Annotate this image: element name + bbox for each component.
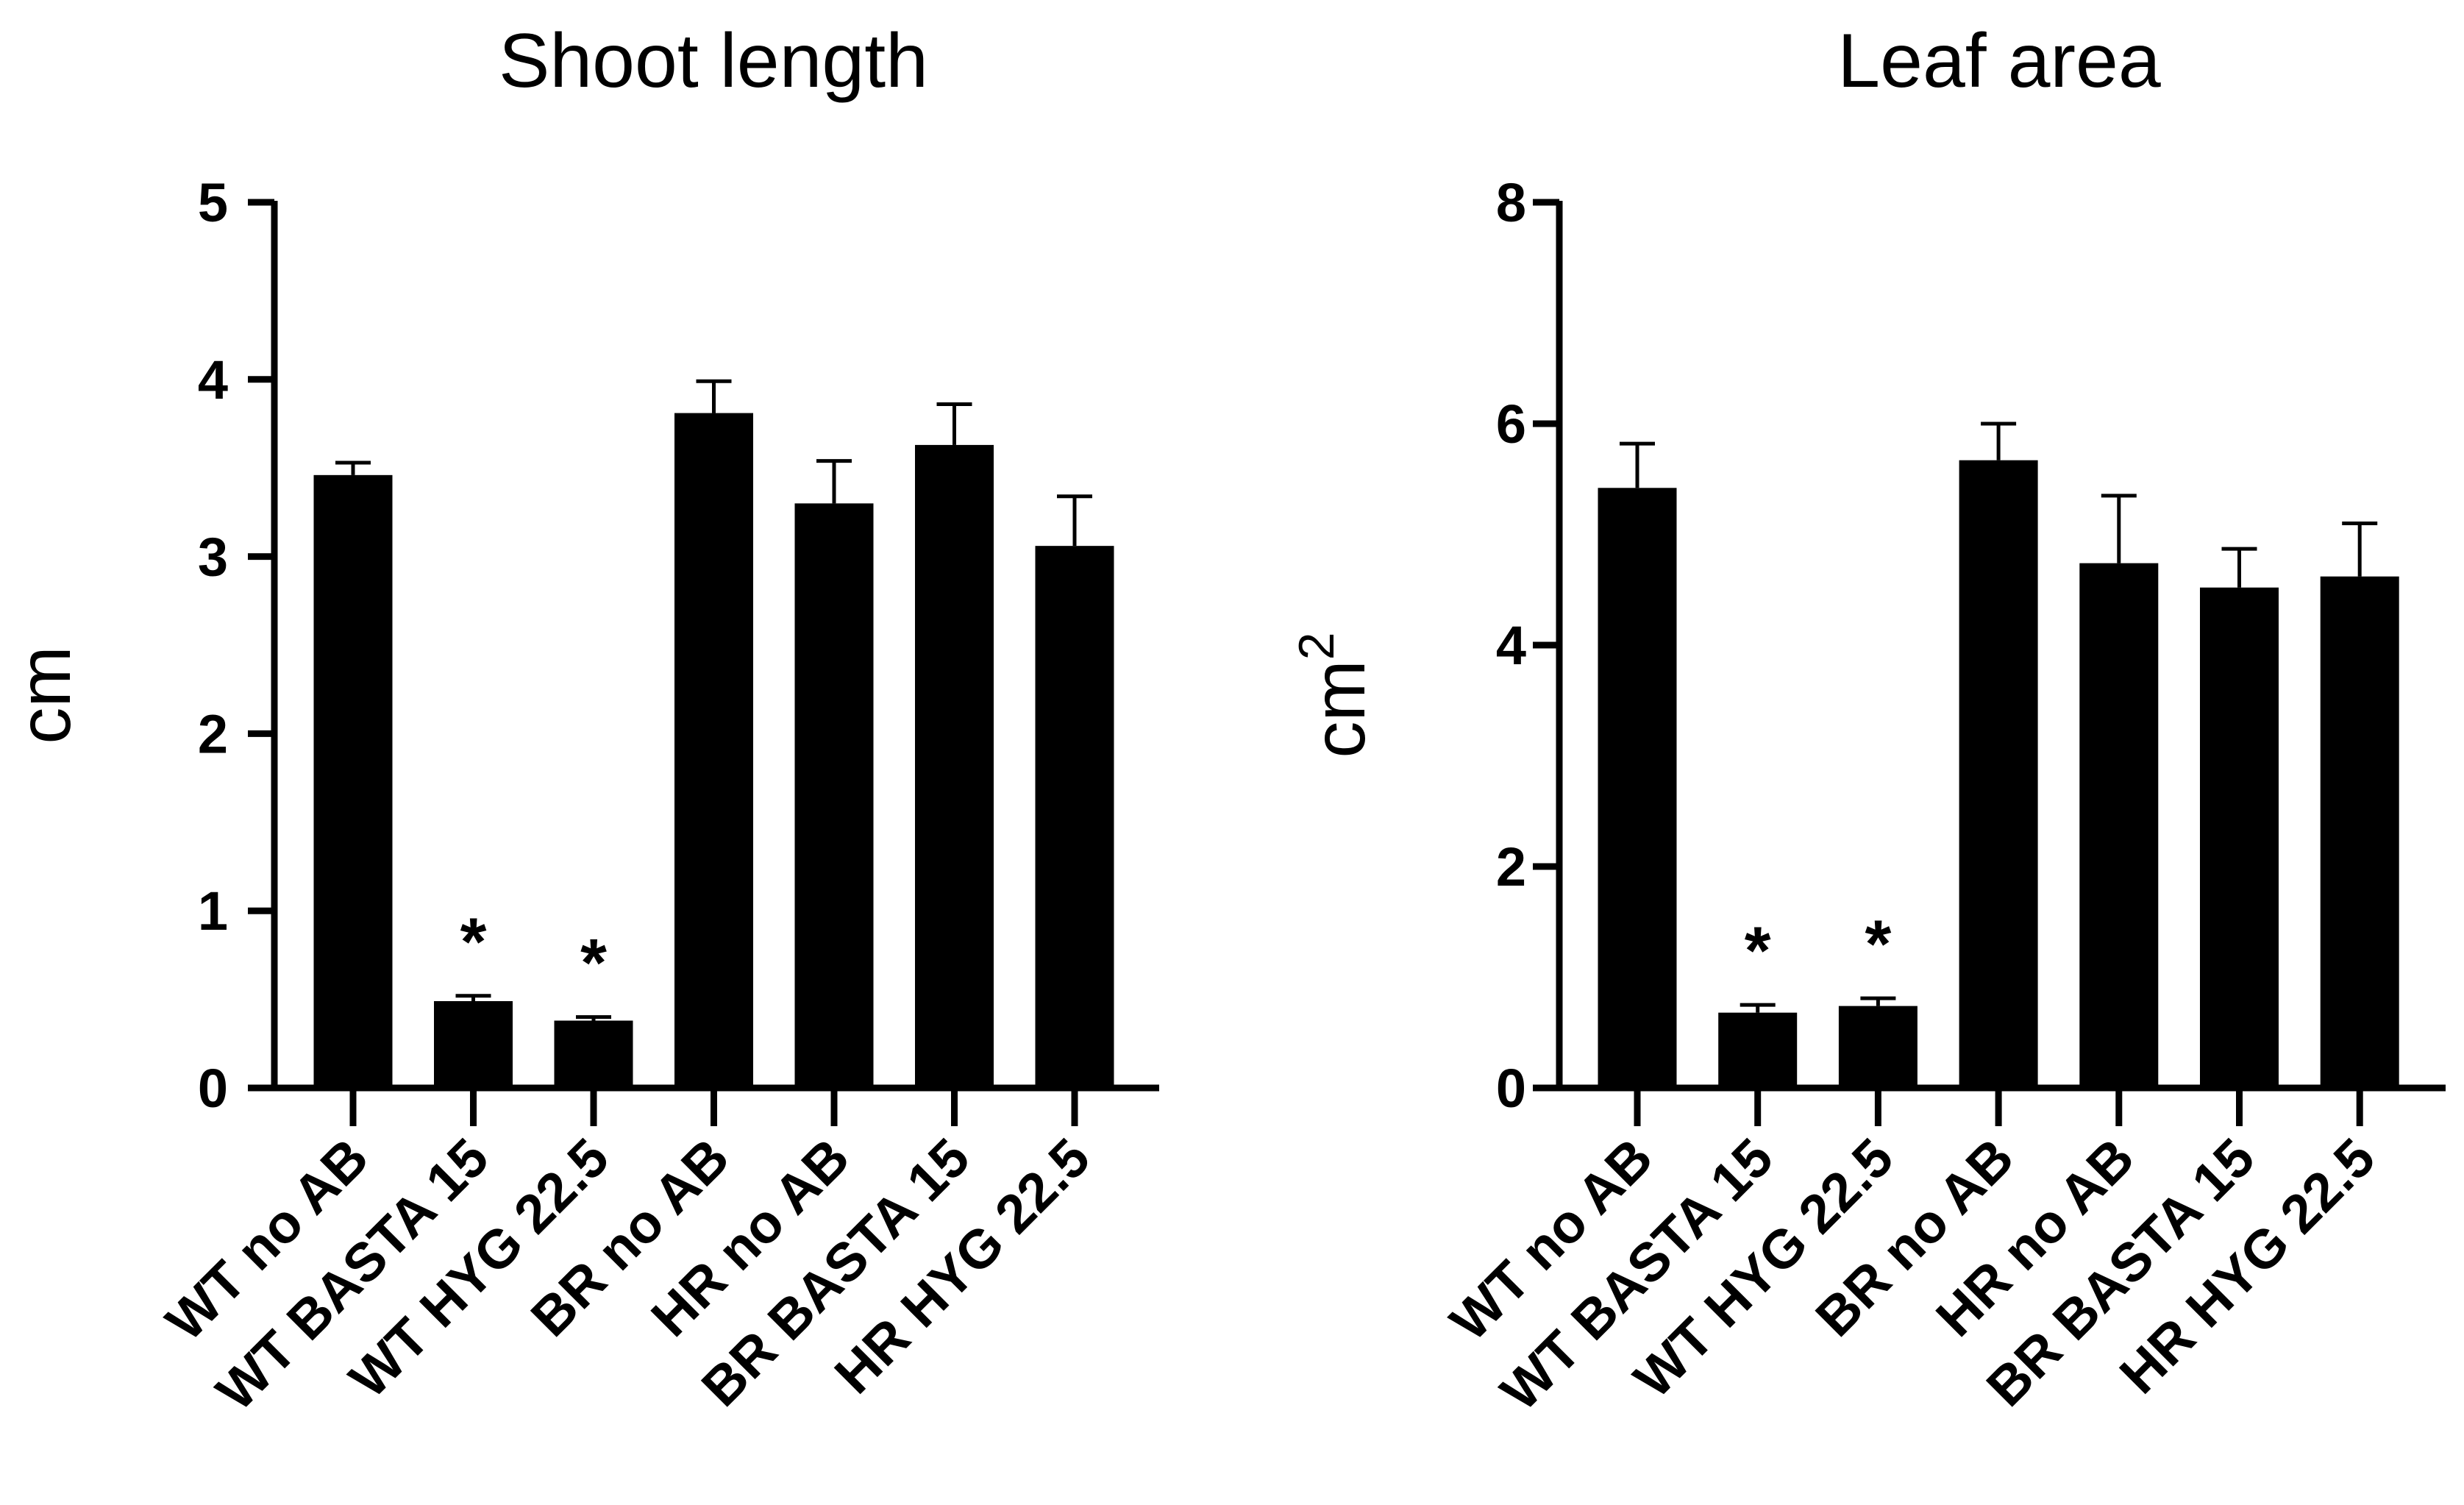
y-tick-label: 8 [1496, 172, 1526, 233]
y-tick-label: 0 [198, 1058, 228, 1119]
bar-1 [1598, 488, 1677, 1088]
y-tick-label: 5 [198, 172, 228, 233]
bar-5 [2079, 563, 2159, 1088]
significance-marker: * [460, 905, 487, 980]
bar-7 [2320, 576, 2399, 1088]
bar-6 [915, 444, 994, 1088]
y-tick-label: 3 [198, 527, 228, 588]
y-tick-label: 4 [1496, 615, 1526, 676]
bar-3 [554, 1020, 633, 1088]
significance-marker: * [1745, 914, 1771, 989]
bar-1 [313, 474, 393, 1088]
y-tick-label: 2 [198, 703, 228, 764]
chart-title: Shoot length [499, 18, 928, 104]
significance-marker: * [580, 926, 607, 1001]
y-axis-label: cm2 [1289, 632, 1381, 758]
bar-7 [1035, 546, 1114, 1088]
y-tick-label: 4 [198, 349, 228, 410]
y-tick-label: 2 [1496, 836, 1526, 897]
y-tick-label: 0 [1496, 1058, 1526, 1119]
bar-3 [1838, 1006, 1918, 1088]
bar-4 [1959, 460, 2038, 1088]
y-tick-label: 6 [1496, 394, 1526, 455]
significance-marker: * [1865, 907, 1891, 982]
chart-title: Leaf area [1837, 18, 2161, 104]
bar-2 [434, 1001, 513, 1088]
bar-2 [1718, 1012, 1798, 1088]
y-axis-label: cm [4, 646, 86, 744]
bar-5 [794, 503, 874, 1088]
y-tick-label: 1 [198, 880, 228, 942]
bar-6 [2200, 587, 2279, 1088]
bar-4 [674, 413, 753, 1088]
